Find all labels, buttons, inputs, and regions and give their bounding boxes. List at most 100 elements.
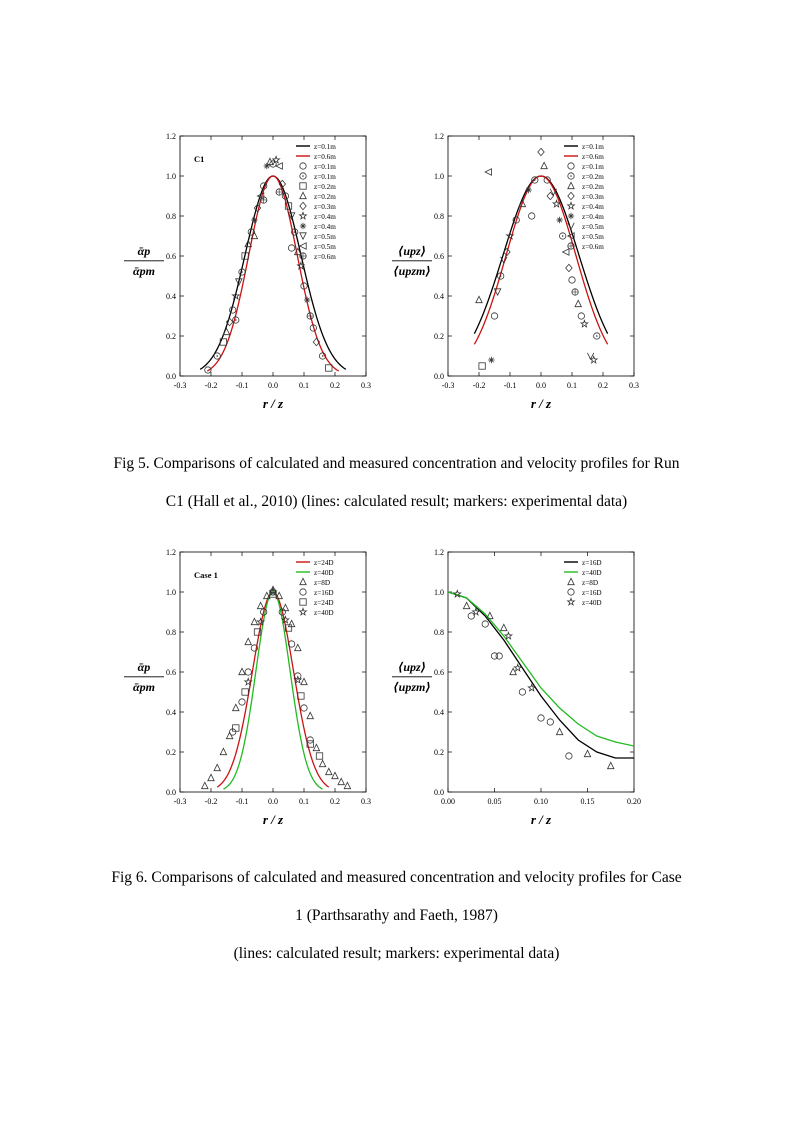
marker-shape bbox=[298, 211, 308, 220]
data-point bbox=[293, 247, 302, 256]
legend-marker bbox=[566, 201, 576, 210]
x-tick-label: 0.1 bbox=[567, 381, 577, 390]
y-tick-label: 0.2 bbox=[166, 748, 176, 757]
marker-shape bbox=[204, 366, 212, 374]
marker-shape bbox=[318, 759, 327, 768]
y-tick-label: 0.4 bbox=[434, 292, 444, 301]
data-point bbox=[546, 718, 554, 726]
data-point bbox=[278, 608, 286, 616]
marker-shape bbox=[543, 176, 551, 184]
legend-marker bbox=[567, 222, 575, 231]
legend-marker bbox=[567, 162, 575, 170]
data-point bbox=[559, 232, 567, 240]
legend-marker bbox=[566, 232, 575, 240]
legend-entry: z=24D bbox=[314, 599, 334, 607]
y-tick-label: 0.2 bbox=[166, 332, 176, 341]
marker-shape bbox=[299, 182, 307, 190]
marker-spoke bbox=[251, 217, 257, 223]
marker-shape bbox=[481, 620, 489, 628]
data-point bbox=[213, 763, 222, 772]
legend-entry: z=0.4m bbox=[582, 213, 604, 221]
marker-shape bbox=[213, 763, 222, 772]
marker-shape bbox=[551, 199, 562, 208]
data-point bbox=[293, 643, 302, 652]
data-point bbox=[512, 216, 520, 224]
marker-shape bbox=[566, 597, 576, 606]
data-point bbox=[499, 623, 508, 632]
marker-shape bbox=[200, 781, 209, 790]
data-point bbox=[204, 366, 212, 374]
marker-shape bbox=[503, 247, 511, 257]
fig6-left-chart: -0.3 -0.2 -0.1 0.0 0.1 0.2 0.3 0.0 0.2 0.4 0.6 0.8 1… bbox=[124, 548, 371, 827]
marker-shape bbox=[222, 327, 231, 336]
legend-entry: z=40D bbox=[314, 609, 334, 617]
series-line bbox=[473, 175, 609, 345]
data-point bbox=[260, 196, 268, 204]
marker-shape bbox=[269, 160, 277, 168]
marker-shape bbox=[509, 667, 517, 676]
legend-marker bbox=[299, 598, 307, 606]
marker-shape bbox=[565, 263, 573, 273]
y-axis-label-numerator: ᾱp bbox=[138, 660, 151, 674]
data-point bbox=[318, 759, 327, 768]
x-tick-label: 0.0 bbox=[536, 381, 546, 390]
marker-shape bbox=[281, 603, 290, 612]
marker-shape bbox=[275, 591, 284, 600]
data-point bbox=[488, 356, 495, 364]
marker-shape bbox=[324, 767, 333, 776]
marker-shape bbox=[268, 587, 278, 596]
x-tick-label: -0.1 bbox=[504, 381, 517, 390]
legend-marker bbox=[299, 162, 307, 170]
legend-entry: z=40D bbox=[314, 569, 334, 577]
marker-shape bbox=[527, 683, 537, 692]
y-axis-label-denominator: ⟨upzm⟩ bbox=[393, 680, 431, 694]
marker-shape bbox=[467, 612, 475, 620]
data-point bbox=[238, 268, 246, 276]
y-tick-label: 1.0 bbox=[166, 588, 176, 597]
data-point bbox=[260, 608, 268, 616]
marker-dot bbox=[499, 275, 502, 277]
data-point bbox=[478, 362, 486, 370]
marker-shape bbox=[291, 228, 299, 236]
data-point bbox=[518, 199, 527, 208]
legend-marker bbox=[567, 588, 575, 596]
marker-shape bbox=[593, 332, 601, 340]
data-point bbox=[281, 603, 290, 612]
data-point bbox=[503, 247, 511, 257]
data-point bbox=[281, 192, 289, 200]
marker-shape bbox=[462, 601, 471, 610]
marker-shape bbox=[293, 675, 303, 684]
data-point bbox=[462, 601, 471, 610]
marker-shape bbox=[549, 188, 557, 197]
data-point bbox=[312, 337, 321, 347]
marker-shape bbox=[244, 668, 252, 676]
marker-shape bbox=[299, 577, 307, 586]
x-tick-label: -0.3 bbox=[442, 381, 455, 390]
marker-shape bbox=[219, 338, 227, 346]
y-axis-label-numerator: ⟨upz⟩ bbox=[398, 660, 426, 674]
data-point bbox=[312, 743, 321, 752]
marker-shape bbox=[235, 278, 243, 287]
y-tick-label: 0.4 bbox=[166, 708, 176, 717]
marker-shape bbox=[574, 299, 583, 308]
marker-shape bbox=[300, 704, 308, 712]
marker-shape bbox=[260, 182, 268, 190]
plot-frame bbox=[447, 551, 635, 793]
data-point bbox=[495, 652, 503, 660]
data-point bbox=[269, 590, 277, 598]
legend-entry: z=16D bbox=[582, 559, 602, 567]
data-point bbox=[250, 617, 259, 626]
fig6-caption: Fig 6. Comparisons of calculated and mea… bbox=[40, 868, 753, 964]
marker-shape bbox=[567, 181, 575, 190]
marker-dot bbox=[235, 319, 237, 321]
data-point bbox=[309, 324, 317, 332]
marker-shape bbox=[546, 718, 554, 726]
data-point bbox=[275, 162, 283, 170]
marker-shape bbox=[262, 591, 271, 600]
x-axis-label: r / z bbox=[531, 812, 552, 827]
legend-entry: z=8D bbox=[314, 579, 330, 587]
marker-shape bbox=[471, 607, 481, 616]
legend-entry: z=0.5m bbox=[314, 233, 336, 241]
plot-area bbox=[200, 585, 352, 790]
legend-marker bbox=[299, 201, 307, 211]
